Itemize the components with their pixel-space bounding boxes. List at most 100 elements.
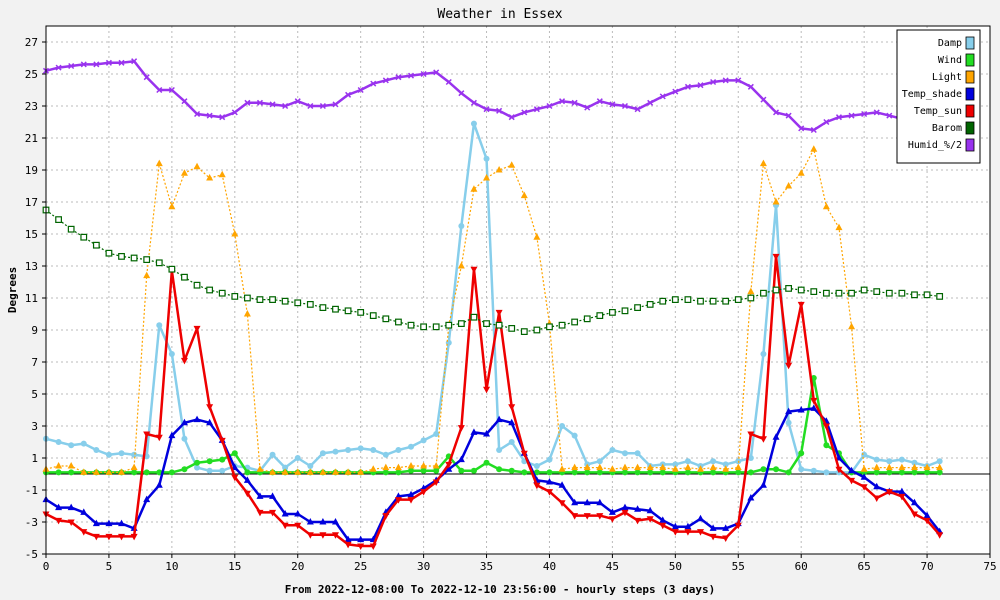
x-tick-label: 10 (165, 560, 178, 573)
data-point-damp (93, 447, 100, 453)
data-point-damp (357, 445, 364, 452)
data-point-temp-sun (684, 529, 692, 536)
data-point-temp-sun (445, 461, 453, 469)
data-point-barom (709, 297, 717, 305)
data-point-temp-shade (344, 535, 352, 543)
data-point-barom (470, 313, 478, 321)
data-point-temp-shade (810, 404, 818, 411)
data-point-barom (118, 253, 125, 260)
data-point-humid-2 (634, 106, 641, 113)
x-tick-label: 55 (732, 560, 745, 573)
data-point-temp-shade (722, 524, 730, 531)
data-point-temp-shade (306, 518, 314, 525)
data-point-temp-sun (936, 532, 944, 539)
data-point-temp-shade (269, 492, 277, 499)
series-light (42, 145, 944, 475)
data-point-temp-sun (520, 450, 528, 458)
y-tick-label: -3 (25, 516, 38, 529)
data-point-humid-2 (798, 125, 805, 132)
data-point-temp-sun (269, 509, 277, 517)
data-point-wind (886, 469, 893, 476)
data-point-wind (496, 466, 503, 473)
data-point-damp (118, 450, 125, 457)
data-point-humid-2 (382, 77, 389, 84)
data-point-humid-2 (483, 106, 490, 113)
data-point-light (571, 463, 579, 471)
data-point-damp (206, 467, 213, 474)
data-point-damp (370, 447, 377, 453)
data-point-temp-sun (822, 423, 830, 430)
data-point-damp (710, 458, 717, 465)
series-line-temp-sun (45, 255, 941, 548)
data-point-barom (873, 288, 881, 295)
data-point-wind (206, 458, 213, 465)
data-point-temp-sun (331, 532, 339, 539)
data-point-humid-2 (772, 109, 780, 116)
x-axis-ticks: 0 5 10 15 20 25 30 35 40 45 50 55 60 65 70 75 (43, 554, 997, 573)
data-point-damp (156, 322, 163, 329)
data-point-damp (470, 120, 477, 127)
data-point-damp (508, 439, 515, 445)
data-point-barom (256, 296, 264, 303)
data-point-barom (92, 241, 100, 249)
data-point-humid-2 (571, 99, 578, 106)
data-point-temp-sun (294, 522, 302, 530)
data-point-barom (319, 304, 327, 311)
data-point-wind (911, 469, 918, 476)
plot-border (45, 25, 991, 555)
data-point-barom (105, 249, 113, 257)
data-point-damp (219, 467, 226, 474)
y-tick-label: 17 (25, 196, 38, 209)
data-point-temp-sun (470, 266, 478, 274)
data-point-barom (143, 256, 151, 263)
data-point-damp (168, 351, 175, 357)
data-point-damp (810, 467, 817, 474)
data-point-temp-sun (67, 519, 75, 526)
data-point-humid-2 (659, 93, 666, 100)
data-point-temp-shade (659, 516, 667, 523)
y-tick-label: 19 (25, 164, 38, 177)
data-point-light (558, 465, 566, 472)
x-tick-label: 50 (669, 560, 682, 573)
data-point-barom (231, 293, 239, 300)
data-point-temp-sun (810, 397, 818, 405)
data-point-temp-shade (331, 518, 339, 525)
data-point-temp-sun (394, 497, 402, 504)
data-point-humid-2 (80, 61, 87, 68)
data-point-wind (156, 469, 163, 476)
data-point-humid-2 (521, 109, 528, 116)
data-point-wind (659, 469, 666, 476)
data-point-barom (407, 321, 415, 329)
data-point-temp-shade (357, 535, 365, 543)
data-point-barom (747, 294, 755, 302)
y-tick-label: 23 (25, 100, 38, 113)
data-point-damp (747, 455, 754, 461)
legend-swatch (965, 53, 975, 67)
data-point-barom (822, 289, 830, 297)
data-point-temp-sun (621, 509, 629, 517)
data-point-wind (621, 469, 628, 476)
data-point-temp-shade (118, 519, 126, 527)
data-point-wind (244, 469, 251, 476)
data-point-barom (835, 289, 843, 297)
data-point-humid-2 (294, 98, 301, 105)
data-point-barom (571, 318, 579, 326)
data-point-light (885, 463, 893, 471)
data-point-temp-shade (243, 476, 251, 483)
data-point-humid-2 (823, 118, 830, 126)
data-point-temp-shade (621, 503, 629, 511)
data-point-damp (131, 451, 138, 458)
data-point-temp-sun (910, 511, 918, 518)
data-point-damp (483, 155, 490, 162)
data-point-damp (621, 450, 628, 457)
data-point-damp (68, 442, 75, 449)
data-point-barom (898, 289, 906, 297)
data-point-barom (67, 225, 75, 233)
data-point-wind (470, 467, 477, 474)
data-point-humid-2 (68, 62, 75, 70)
data-point-light (470, 185, 478, 192)
data-point-temp-shade (596, 498, 604, 506)
data-point-barom (684, 296, 692, 303)
data-point-light (797, 169, 805, 176)
data-point-barom (785, 285, 793, 292)
